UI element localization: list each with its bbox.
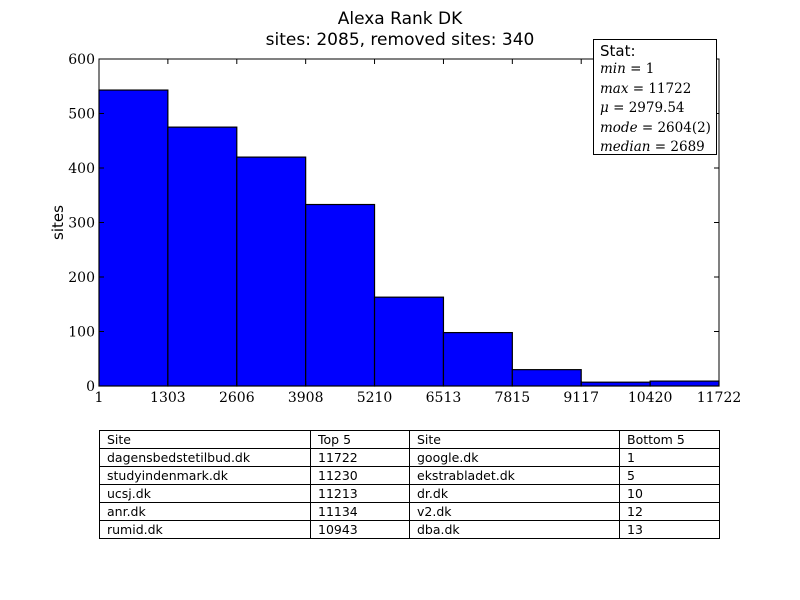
- header-site-top: Site: [99, 430, 311, 449]
- table-header-row: Site Top 5 Site Bottom 5: [99, 430, 720, 449]
- histogram-bar: [373, 296, 445, 387]
- stat-mode-label: mode: [600, 119, 638, 136]
- x-tick-label: 11722: [697, 390, 742, 406]
- x-tick-label: 9117: [563, 390, 599, 406]
- table-cell: 1: [619, 448, 720, 467]
- y-tick-label: 100: [68, 325, 95, 341]
- table-row: dagensbedstetilbud.dk 11722 google.dk 1: [99, 448, 720, 467]
- histogram-bar: [442, 331, 513, 387]
- stat-max: max = 11722: [600, 80, 692, 97]
- table-cell: dr.dk: [409, 484, 620, 503]
- histogram-bar: [236, 156, 307, 387]
- table-row: ucsj.dk 11213 dr.dk 10: [99, 484, 720, 503]
- y-axis-label: sites: [49, 205, 67, 240]
- x-tick-label: 2606: [219, 390, 255, 406]
- table-cell: 12: [619, 502, 720, 521]
- chart-subtitle: sites: 2085, removed sites: 340: [265, 30, 535, 50]
- x-tick-label: 6513: [426, 390, 462, 406]
- histogram-bar: [98, 89, 169, 387]
- table-cell: 11722: [310, 448, 410, 467]
- table-cell: ucsj.dk: [99, 484, 311, 503]
- y-tick-label: 0: [86, 379, 95, 395]
- y-tick-label: 500: [68, 107, 95, 123]
- histogram-bar: [511, 369, 582, 387]
- stat-min: min = 1: [600, 61, 655, 77]
- stat-mean-label: μ: [600, 100, 609, 116]
- table-cell: google.dk: [409, 448, 620, 467]
- table-cell: ekstrabladet.dk: [409, 466, 620, 485]
- stat-median: median = 2689: [600, 139, 705, 155]
- table-cell: 11230: [310, 466, 410, 485]
- table-cell: rumid.dk: [99, 520, 311, 539]
- table-row: anr.dk 11134 v2.dk 12: [99, 502, 720, 521]
- table-row: studyindenmark.dk 11230 ekstrabladet.dk …: [99, 466, 720, 485]
- x-tick-label: 3908: [288, 390, 324, 406]
- table-cell: 13: [619, 520, 720, 539]
- table-cell: 10: [619, 484, 720, 503]
- y-tick-label: 200: [68, 270, 95, 286]
- x-tick-label: 10420: [628, 390, 673, 406]
- table-cell: anr.dk: [99, 502, 311, 521]
- stat-min-label: min: [600, 61, 626, 77]
- chart-title: Alexa Rank DK: [337, 9, 463, 29]
- table-cell: v2.dk: [409, 502, 620, 521]
- table-cell: 11213: [310, 484, 410, 503]
- table-cell: dba.dk: [409, 520, 620, 539]
- stat-max-label: max: [600, 80, 629, 97]
- stat-min-value: 1: [645, 61, 655, 77]
- stats-box: Stat: min = 1 max = 11722 μ = 2979.54 mo…: [593, 39, 717, 155]
- stat-median-label: median: [600, 139, 651, 155]
- stat-median-value: 2689: [670, 139, 705, 155]
- histogram-bar: [305, 203, 376, 387]
- header-top5: Top 5: [310, 430, 410, 449]
- y-tick-label: 400: [68, 161, 95, 177]
- table-cell: 11134: [310, 502, 410, 521]
- header-site-bottom: Site: [409, 430, 620, 449]
- table-row: rumid.dk 10943 dba.dk 13: [99, 520, 720, 539]
- stat-mode-value: 2604(2): [657, 119, 711, 136]
- table-cell: 5: [619, 466, 720, 485]
- y-tick-label: 600: [68, 52, 95, 68]
- stats-header: Stat:: [600, 42, 636, 60]
- histogram-bar: [580, 381, 651, 387]
- x-tick-label: 5210: [357, 390, 393, 406]
- x-tick-label: 1: [95, 390, 104, 406]
- rank-table: Site Top 5 Site Bottom 5 dagensbedstetil…: [99, 430, 720, 539]
- histogram-bar: [167, 126, 238, 387]
- table-cell: 10943: [310, 520, 410, 539]
- x-tick-label: 7815: [495, 390, 531, 406]
- y-tick-label: 300: [68, 216, 95, 232]
- stat-mean-value: 2979.54: [628, 100, 685, 116]
- stat-max-value: 11722: [648, 80, 692, 97]
- stat-mode: mode = 2604(2): [600, 119, 711, 136]
- x-tick-label: 1303: [150, 390, 186, 406]
- table-cell: dagensbedstetilbud.dk: [99, 448, 311, 467]
- histogram-bar: [649, 380, 720, 387]
- table-cell: studyindenmark.dk: [99, 466, 311, 485]
- header-bottom5: Bottom 5: [619, 430, 720, 449]
- stat-mean: μ = 2979.54: [600, 100, 685, 116]
